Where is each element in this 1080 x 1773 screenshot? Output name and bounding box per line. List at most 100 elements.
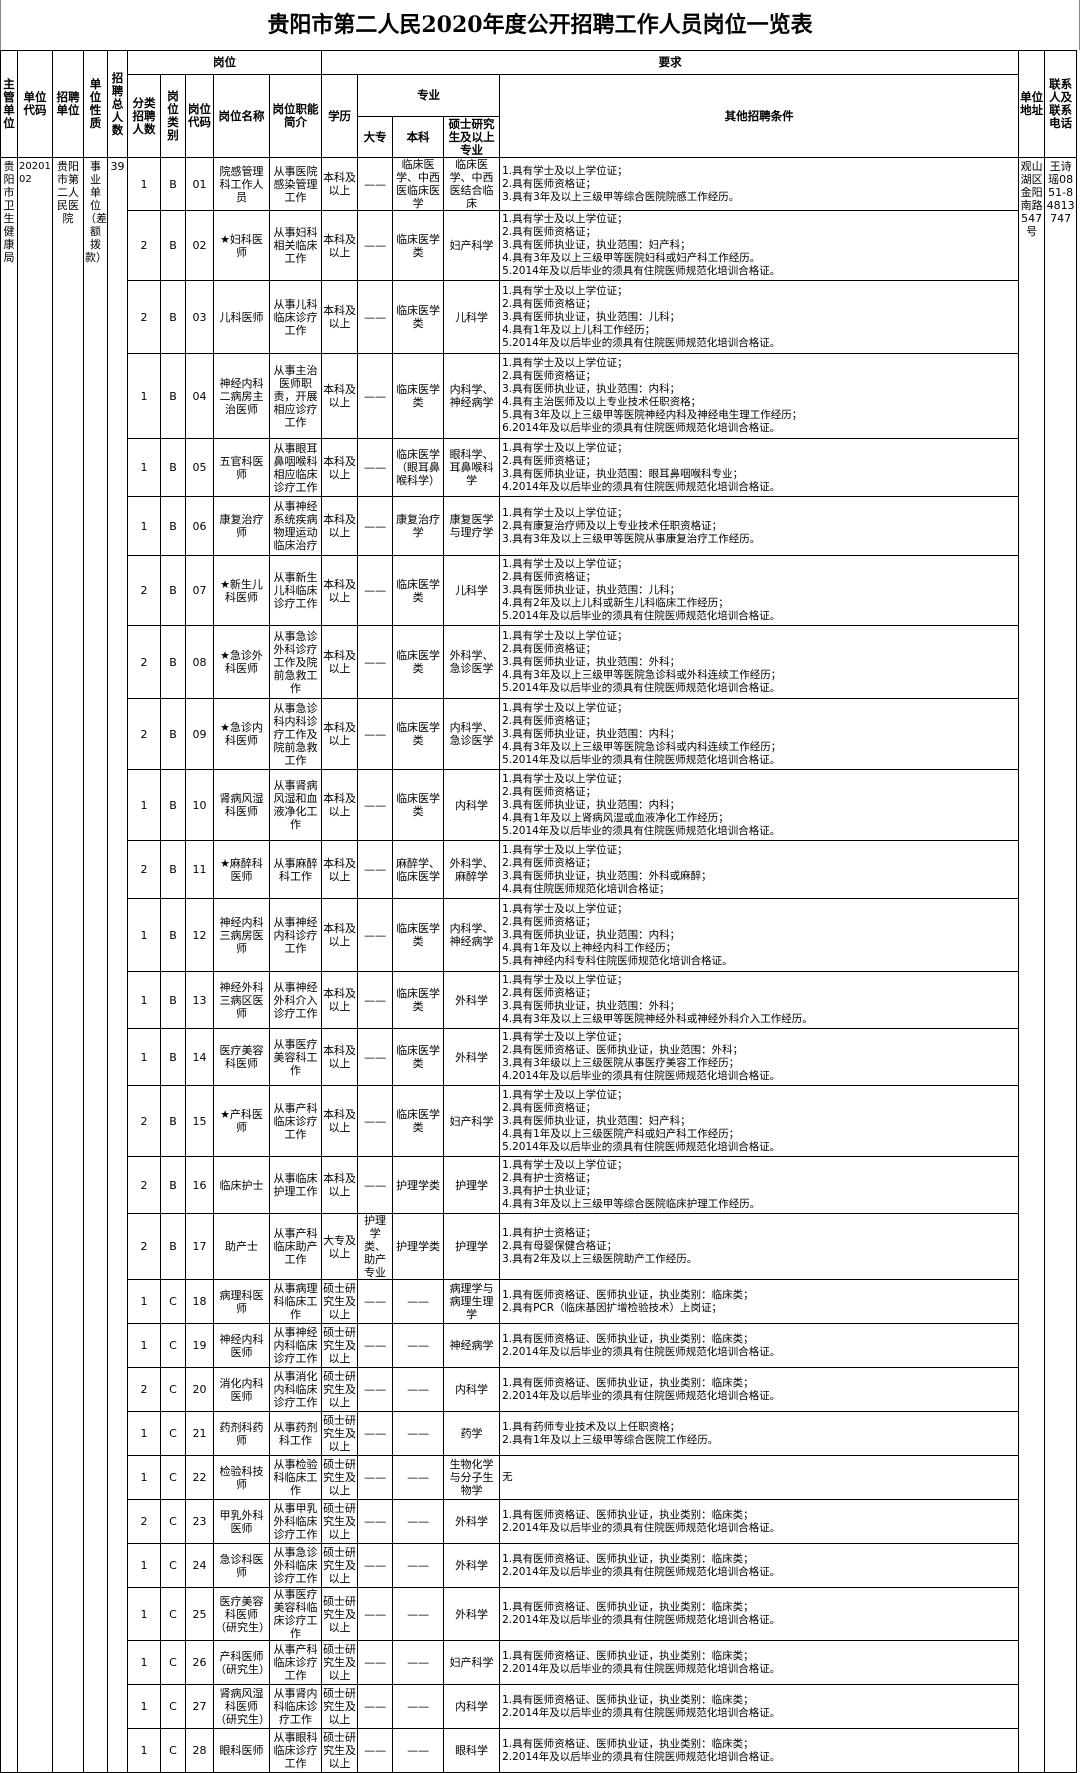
edu-cell: 硕士研究生及以上 xyxy=(321,1640,359,1685)
condition-line: 1.具有学士及以上学位证； xyxy=(502,558,628,570)
conditions-cell: 1.具有学士及以上学位证； 2.具有医师资格证； 3.具有医师执业证，执业范围：儿科… xyxy=(499,555,1020,626)
condition-line: 4.具有3年及以上三级甲等医院急诊科或外科连续工作经历； xyxy=(502,668,782,681)
edu-cell: 硕士研究生及以上 xyxy=(321,1543,359,1588)
name-cell: 肾病风湿科医师（研究生） xyxy=(213,1684,270,1729)
condition-line: 6.2014年及以后毕业的须具有住院医师规范化培训合格证。 xyxy=(502,422,781,434)
table-row: 1 B 05 五官科医师 从事眼耳鼻咽喉科相应临床诊疗工作 本科及以上 —— 临床医学（眼耳鼻… xyxy=(1,438,1077,497)
edu-cell: 本科及以上 xyxy=(321,971,359,1029)
conditions-cell: 1.具有药师专业技术及以上任职资格； 2.具有1年及以上三级甲等综合医院工作经历。 xyxy=(499,1411,1020,1456)
type-cell: B xyxy=(160,1213,186,1280)
benke-cell: 临床医学类 xyxy=(392,769,445,841)
duty-cell: 从事神经系统疾病物理运动临床治疗 xyxy=(268,496,323,556)
benke-cell: —— xyxy=(392,1367,445,1412)
condition-line: 3.具有2年及以上三级医院助产工作经历。 xyxy=(502,1253,698,1265)
dazhuan-cell: 护理学类、助产专业 xyxy=(357,1213,394,1280)
dazhuan-cell: —— xyxy=(357,438,394,497)
edu-cell: 硕士研究生及以上 xyxy=(321,1728,359,1773)
header-dazhuan: 大专 xyxy=(357,116,394,158)
dazhuan-cell: —— xyxy=(357,1499,394,1544)
conditions-cell: 1.具有医师资格证、医师执业证，执业类别：临床类； 2.具有PCR（临床基因扩增检… xyxy=(499,1279,1020,1324)
count-cell: 1 xyxy=(127,1587,161,1641)
dazhuan-cell: —— xyxy=(357,1085,394,1157)
code-cell: 02 xyxy=(185,210,214,281)
condition-line: 4.具有主治医师及以上专业技术任职资格； xyxy=(502,396,702,408)
conditions-cell: 1.具有学士及以上学位证； 2.具有医师资格证； 3.具有3年及以上三级甲等综合医院… xyxy=(499,157,1020,211)
count-cell: 2 xyxy=(127,1213,161,1280)
code-cell: 24 xyxy=(185,1543,214,1588)
header-unit: 招聘单位 xyxy=(52,50,84,158)
condition-line: 2.具有医师资格证； xyxy=(502,1101,597,1114)
name-cell: 神经内科医师 xyxy=(213,1323,270,1368)
type-cell: B xyxy=(160,769,186,841)
name-cell: ★麻醉科医师 xyxy=(213,840,270,899)
dazhuan-cell: —— xyxy=(357,157,394,211)
condition-line: 1.具有学士及以上学位证； xyxy=(502,1159,628,1171)
conditions-cell: 1.具有学士及以上学位证； 2.具有护士资格证； 3.具有护士执业证； 4.具有3年及… xyxy=(499,1156,1020,1214)
header-post: 岗位 xyxy=(126,50,323,75)
code-cell: 26 xyxy=(185,1640,214,1685)
dazhuan-cell: —— xyxy=(357,353,394,439)
conditions-cell: 1.具有护士资格证； 2.具有母婴保健合格证； 3.具有2年及以上三级医院助产工作经… xyxy=(499,1213,1020,1280)
edu-cell: 硕士研究生及以上 xyxy=(321,1455,359,1500)
name-cell: 消化内科医师 xyxy=(213,1367,270,1412)
code-cell: 27 xyxy=(185,1684,214,1729)
condition-line: 2.具有医师资格证； xyxy=(502,714,597,727)
type-cell: C xyxy=(160,1684,186,1729)
master-cell: 康复医学与理疗学 xyxy=(443,496,501,556)
code-cell: 10 xyxy=(185,769,214,841)
header-name: 岗位名称 xyxy=(213,74,270,158)
condition-line: 5.2014年及以后毕业的须具有住院医师规范化培训合格证。 xyxy=(502,265,781,277)
condition-line: 1.具有学士及以上学位证； xyxy=(502,1088,628,1101)
condition-line: 2.具有医师资格证； xyxy=(502,571,597,583)
master-cell: 外科学 xyxy=(443,971,501,1029)
code-cell: 06 xyxy=(185,496,214,556)
condition-line: 1.具有学士及以上学位证； xyxy=(502,213,628,225)
table-row: 2 B 16 临床护士 从事临床护理工作 本科及以上 —— 护理学类 护理学 1.具有学士及以上学… xyxy=(1,1156,1077,1214)
type-cell: B xyxy=(160,210,186,281)
condition-line: 3.具有医师执业证，执业范围：外科； xyxy=(502,1000,681,1012)
condition-line: 1.具有学士及以上学位证； xyxy=(502,772,628,785)
name-cell: 病理科医师 xyxy=(213,1279,270,1324)
conditions-cell: 1.具有学士及以上学位证； 2.具有医师资格证； 3.具有医师执业证，执业范围：内科… xyxy=(499,898,1020,972)
type-cell: B xyxy=(160,157,186,211)
table-row: 2 B 03 儿科医师 从事儿科临床诊疗工作 本科及以上 —— 临床医学类 儿科学 1.具有学士及… xyxy=(1,280,1077,354)
conditions-cell: 1.具有学士及以上学位证； 2.具有医师资格证； 3.具有医师执业证，执业范围：内科… xyxy=(499,353,1020,439)
condition-line: 2.具有母婴保健合格证； xyxy=(502,1240,618,1252)
condition-line: 2.具有医师资格证； xyxy=(502,370,597,382)
edu-cell: 本科及以上 xyxy=(321,625,359,699)
name-cell: ★急诊内科医师 xyxy=(213,698,270,770)
header-code: 岗位代码 xyxy=(185,74,214,158)
edu-cell: 硕士研究生及以上 xyxy=(321,1411,359,1456)
name-cell: 神经外科三病区医师 xyxy=(213,971,270,1029)
header-other: 其他招聘条件 xyxy=(499,74,1020,158)
duty-cell: 从事消化内科临床诊疗工作 xyxy=(268,1367,323,1412)
master-cell: 内科学 xyxy=(443,1684,501,1729)
condition-line: 2.具有康复治疗师及以上专业技术任职资格证； xyxy=(502,519,723,532)
name-cell: 甲乳外科医师 xyxy=(213,1499,270,1544)
condition-line: 2.具有护士资格证； xyxy=(502,1172,597,1184)
edu-cell: 本科及以上 xyxy=(321,157,359,211)
table-row: 2 B 09 ★急诊内科医师 从事急诊科内科诊疗工作及院前急救工作 本科及以上 —— 临床医学… xyxy=(1,698,1077,770)
master-cell: 妇产科学 xyxy=(443,1640,501,1685)
name-cell: 临床护士 xyxy=(213,1156,270,1214)
condition-line: 1.具有医师资格证、医师执业证，执业类别：临床类； xyxy=(502,1693,754,1706)
dazhuan-cell: —— xyxy=(357,769,394,841)
benke-cell: 临床医学类 xyxy=(392,698,445,770)
master-cell: 外科学 xyxy=(443,1543,501,1588)
duty-cell: 从事妇科相关临床工作 xyxy=(268,210,323,281)
benke-cell: 临床医学类 xyxy=(392,898,445,972)
type-cell: B xyxy=(160,555,186,626)
benke-cell: 临床医学（眼耳鼻喉科学） xyxy=(392,438,445,497)
edu-cell: 硕士研究生及以上 xyxy=(321,1684,359,1729)
condition-line: 1.具有学士及以上学位证； xyxy=(502,1031,628,1043)
duty-cell: 从事检验科临床工作 xyxy=(268,1455,323,1500)
conditions-cell: 1.具有学士及以上学位证； 2.具有医师资格证； 3.具有医师执业证，执业范围：儿科… xyxy=(499,280,1020,354)
edu-cell: 本科及以上 xyxy=(321,438,359,497)
edu-cell: 本科及以上 xyxy=(321,1085,359,1157)
benke-cell: —— xyxy=(392,1411,445,1456)
condition-line: 5.2014年及以后毕业的须具有住院医师规范化培训合格证。 xyxy=(502,681,781,694)
condition-line: 4.具有3年及以上三级甲等综合医院临床护理工作经历。 xyxy=(502,1198,761,1210)
condition-line: 5.2014年及以后毕业的须具有住院医师规范化培训合格证。 xyxy=(502,753,781,766)
count-cell: 2 xyxy=(127,698,161,770)
table-row: 1 B 13 神经外科三病区医师 从事神经外科介入诊疗工作 本科及以上 —— 临床医学类 外科学… xyxy=(1,971,1077,1029)
